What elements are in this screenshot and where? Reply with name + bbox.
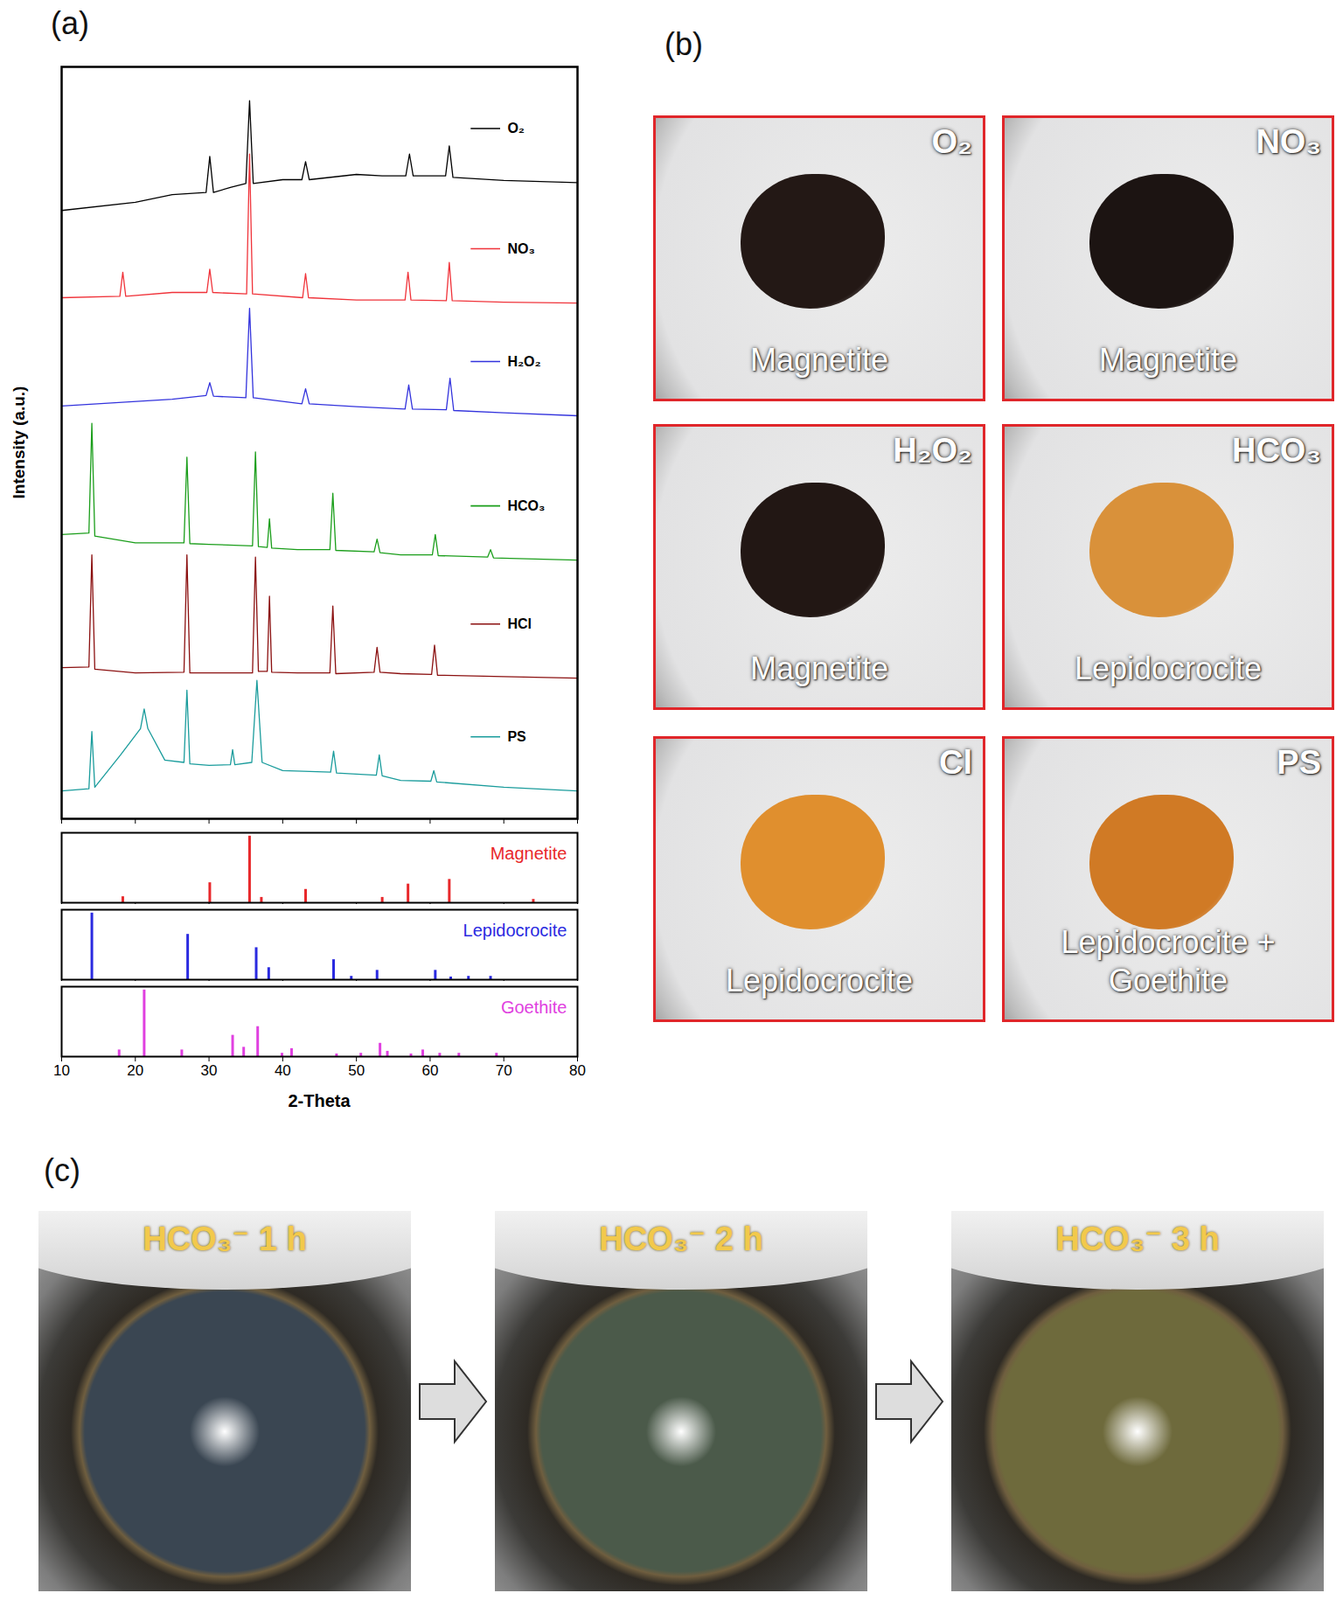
html-text:Cl: Cl: [939, 744, 973, 781]
svg-text:Goethite: Goethite: [501, 997, 568, 1017]
html-text:Lepidocrocite: Lepidocrocite: [1074, 650, 1262, 686]
svg-text:70: 70: [495, 1062, 513, 1079]
svg-text:50: 50: [347, 1062, 365, 1079]
html-text:HCO₃⁻ 2 h: HCO₃⁻ 2 h: [599, 1220, 764, 1258]
svg-text:Magnetite: Magnetite: [490, 843, 568, 863]
html-text:Magnetite: Magnetite: [750, 650, 889, 686]
html-text:(b): (b): [664, 26, 703, 63]
html-text:Lepidocrocite: Lepidocrocite: [725, 962, 913, 999]
html-text:(a): (a): [50, 5, 90, 42]
svg-text:H₂O₂: H₂O₂: [507, 354, 541, 369]
svg-text:O₂: O₂: [507, 120, 525, 136]
svg-text:40: 40: [274, 1062, 292, 1079]
svg-text:Lepidocrocite: Lepidocrocite: [463, 920, 568, 940]
svg-text:HCl: HCl: [507, 616, 532, 632]
html-text:O₂: O₂: [931, 123, 973, 161]
html-text:Intensity (a.u.): Intensity (a.u.): [9, 386, 28, 499]
svg-text:10: 10: [53, 1062, 70, 1079]
html-text:PS: PS: [1276, 744, 1322, 781]
html-text:HCO₃: HCO₃: [1231, 431, 1322, 469]
svg-text:HCO₃: HCO₃: [507, 498, 545, 514]
html-text:Magnetite: Magnetite: [1098, 341, 1238, 378]
svg-text:30: 30: [201, 1062, 218, 1079]
html-text:NO₃: NO₃: [1255, 123, 1322, 161]
svg-text:PS: PS: [507, 729, 527, 745]
html-text:Magnetite: Magnetite: [750, 341, 889, 378]
html-text:Lepidocrocite + Goethite: Lepidocrocite + Goethite: [1060, 923, 1276, 999]
html-text:(c): (c): [43, 1152, 81, 1189]
html-text:2-Theta: 2-Theta: [288, 1091, 351, 1111]
svg-text:20: 20: [126, 1062, 144, 1079]
svg-text:80: 80: [569, 1062, 586, 1079]
html-text:H₂O₂: H₂O₂: [892, 431, 973, 469]
svg-text:60: 60: [421, 1062, 439, 1079]
html-text:HCO₃⁻ 3 h: HCO₃⁻ 3 h: [1055, 1220, 1220, 1258]
svg-text:NO₃: NO₃: [507, 241, 535, 257]
html-text:HCO₃⁻ 1 h: HCO₃⁻ 1 h: [142, 1220, 307, 1258]
